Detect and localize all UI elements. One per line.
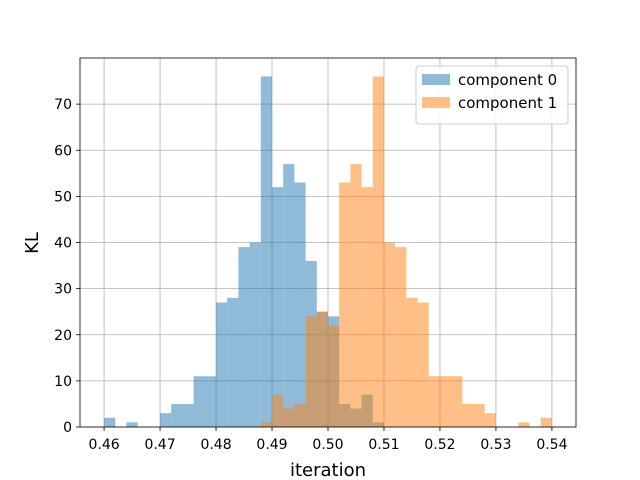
- histogram-bar-series-1: [328, 325, 340, 427]
- y-tick-label: 70: [54, 97, 72, 113]
- histogram-bar-series-1: [462, 403, 485, 427]
- legend: component 0 component 1: [415, 65, 569, 125]
- histogram-bar-series-1: [518, 422, 530, 427]
- histogram-bar-series-1: [294, 403, 306, 427]
- histogram-bar-series-0: [283, 164, 295, 427]
- x-tick-label: 0.54: [536, 437, 567, 453]
- histogram-bar-series-1: [339, 182, 351, 427]
- x-tick-label: 0.50: [312, 437, 343, 453]
- x-tick-label: 0.52: [424, 437, 455, 453]
- histogram-bar-series-1: [417, 302, 429, 427]
- histogram-bars: [104, 76, 552, 427]
- histogram-bar-series-0: [126, 422, 138, 427]
- histogram-bar-series-0: [249, 242, 261, 427]
- histogram-bar-series-0: [260, 76, 273, 427]
- histogram-bar-series-1: [305, 316, 317, 427]
- axis-ticks: 0.46 0.47 0.48 0.49 0.50 0.51 0.52 0.53 0.54 0 10 2…: [54, 97, 567, 453]
- histogram-bar-series-0: [193, 376, 217, 427]
- x-tick-label: 0.48: [200, 437, 231, 453]
- legend-label: component 1: [458, 94, 557, 112]
- histogram-bar-series-0: [160, 413, 172, 427]
- histogram-bar-series-1: [428, 376, 440, 427]
- y-tick-label: 30: [54, 282, 72, 298]
- y-tick-label: 10: [54, 374, 72, 390]
- histogram-bar-series-1: [316, 311, 328, 427]
- histogram-bar-series-0: [272, 187, 284, 427]
- legend-label: component 0: [458, 71, 557, 89]
- x-tick-label: 0.49: [256, 437, 287, 453]
- legend-box: [415, 65, 569, 125]
- legend-swatch: [422, 74, 450, 85]
- histogram-bar-series-0: [171, 403, 194, 427]
- histogram-bar-series-1: [540, 417, 552, 427]
- y-axis-label: KL: [22, 232, 43, 254]
- histogram-bar-series-1: [406, 297, 418, 427]
- histogram-bar-series-1: [372, 76, 384, 427]
- histogram-bar-series-1: [272, 394, 284, 427]
- histogram-bar-series-1: [283, 408, 295, 427]
- histogram-bar-series-0: [294, 182, 306, 427]
- x-tick-label: 0.46: [88, 437, 119, 453]
- histogram-bar-series-1: [439, 376, 463, 427]
- legend-swatch: [422, 97, 450, 108]
- y-tick-label: 40: [54, 236, 72, 252]
- y-tick-label: 0: [63, 420, 72, 436]
- histogram-bar-series-1: [361, 187, 373, 427]
- x-tick-label: 0.51: [368, 437, 399, 453]
- histogram-bar-series-1: [395, 247, 407, 427]
- y-tick-label: 20: [54, 328, 72, 344]
- histogram-bar-series-1: [350, 164, 362, 427]
- y-tick-label: 60: [54, 143, 72, 159]
- y-tick-label: 50: [54, 189, 72, 205]
- histogram-bar-series-1: [260, 422, 273, 427]
- histogram-bar-series-0: [104, 417, 116, 427]
- histogram-bar-series-0: [216, 302, 228, 427]
- x-tick-label: 0.47: [144, 437, 175, 453]
- x-axis-label: iteration: [290, 460, 366, 480]
- x-tick-label: 0.53: [480, 437, 511, 453]
- histogram-bar-series-0: [238, 247, 250, 427]
- histogram-bar-series-0: [227, 297, 239, 427]
- histogram-bar-series-1: [484, 413, 496, 427]
- histogram-bar-series-1: [383, 242, 396, 427]
